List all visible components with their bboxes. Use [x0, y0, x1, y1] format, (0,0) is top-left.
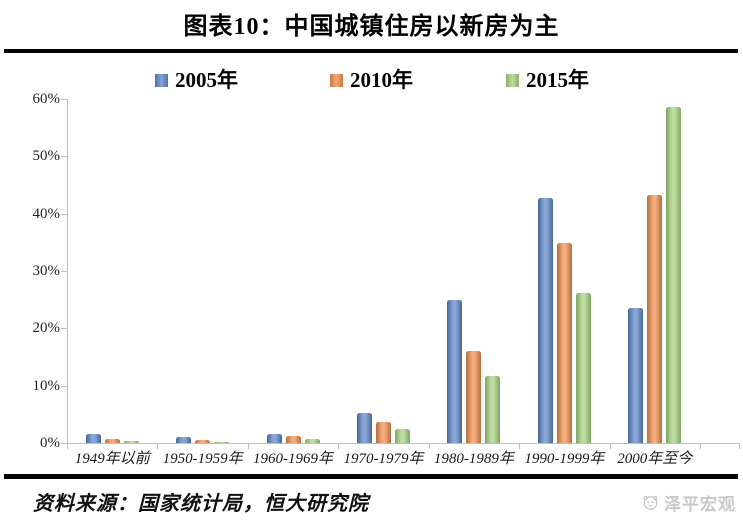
y-axis-tick: [61, 99, 67, 100]
y-axis-tick: [61, 385, 67, 387]
bar: [124, 441, 139, 443]
zeping-macro-logo-icon: [643, 495, 658, 510]
x-axis-label: 1949年以前: [74, 451, 150, 467]
bar: [628, 308, 643, 443]
bar: [214, 442, 229, 443]
bar: [666, 107, 681, 443]
y-axis-tick: [61, 443, 67, 444]
bar: [357, 413, 372, 443]
figure-title: 图表10：中国城镇住房以新房为主: [183, 14, 560, 40]
y-axis-tick: [61, 156, 67, 158]
bar: [576, 293, 591, 443]
source-note: 资料来源：国家统计局，恒大研究院: [33, 493, 369, 515]
bar: [286, 436, 301, 443]
x-axis-label: 1980-1989年: [433, 451, 514, 467]
x-axis-tick: [157, 444, 159, 449]
bar: [176, 437, 191, 443]
y-axis-label: 0%: [40, 435, 60, 451]
y-axis-line: [67, 99, 68, 444]
y-axis-label: 20%: [32, 320, 61, 337]
bar: [647, 195, 662, 443]
x-axis-tick: [247, 444, 249, 449]
y-axis-label: 60%: [32, 91, 61, 107]
watermark: 泽平宏观: [641, 490, 736, 515]
x-axis-label: 1970-1979年: [343, 451, 424, 467]
x-axis-label: 1990-1999年: [524, 451, 605, 467]
bar: [305, 439, 320, 443]
bar: [267, 434, 282, 443]
y-axis-label: 10%: [32, 377, 61, 394]
x-axis-tick: [67, 444, 68, 449]
top-divider: [4, 49, 738, 53]
x-axis-label: 1950-1959年: [162, 451, 243, 467]
x-axis-label: 2000年至今: [617, 451, 693, 467]
watermark-label: 泽平宏观: [664, 495, 736, 514]
legend-swatch: [506, 73, 519, 87]
x-axis-tick: [609, 444, 611, 449]
legend-swatch: [155, 73, 168, 87]
y-axis-tick: [61, 271, 67, 272]
x-axis-label: 1960-1969年: [253, 451, 334, 467]
x-axis-tick: [338, 444, 340, 449]
bar: [538, 198, 553, 443]
x-axis-tick: [739, 444, 740, 449]
bar: [86, 434, 101, 443]
bar: [557, 243, 572, 443]
x-axis-tick: [519, 444, 521, 449]
bar: [195, 440, 210, 443]
x-axis-tick: [700, 444, 701, 449]
legend-item: 2015年: [506, 69, 589, 91]
x-axis-tick: [428, 444, 430, 449]
y-axis-label: 30%: [32, 263, 61, 279]
bar: [466, 351, 481, 443]
y-axis-tick: [61, 328, 67, 330]
y-axis-label: 50%: [32, 148, 61, 165]
legend-swatch: [330, 73, 343, 87]
legend-item: 2005年: [155, 69, 238, 91]
bottom-divider: [4, 474, 738, 479]
legend-label: 2010年: [350, 68, 413, 92]
bar: [376, 422, 391, 443]
x-axis-line: [62, 443, 740, 444]
legend-label: 2015年: [526, 68, 589, 92]
bar: [447, 300, 462, 443]
y-axis-tick: [61, 213, 67, 215]
bar: [105, 439, 120, 443]
y-axis-label: 40%: [32, 205, 61, 222]
bar: [395, 429, 410, 443]
legend-label: 2005年: [175, 68, 238, 92]
bar: [485, 376, 500, 443]
legend-item: 2010年: [330, 69, 413, 91]
